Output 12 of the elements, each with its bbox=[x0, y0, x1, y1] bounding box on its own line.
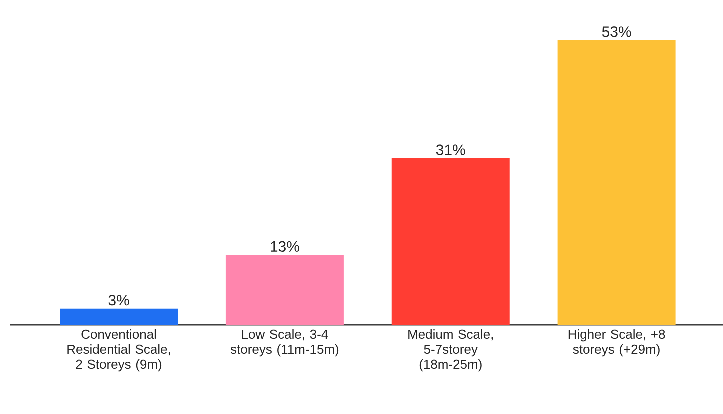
bar bbox=[392, 158, 510, 325]
data-label: 31% bbox=[436, 144, 466, 156]
x-tick-label: Conventional Residential Scale, 2 Storeys (9m) bbox=[68, 330, 170, 372]
x-tick-label: Medium Scale, 5-7storey (18m-25m) bbox=[408, 330, 494, 372]
bar bbox=[226, 255, 344, 325]
bar bbox=[60, 308, 178, 325]
x-tick-label: Higher Scale, +8 storeys (+29m) bbox=[568, 330, 666, 357]
x-tick-label: Low Scale, 3-4 storeys (11m-15m) bbox=[230, 330, 339, 357]
data-label: 3% bbox=[108, 295, 130, 306]
bar bbox=[558, 40, 676, 325]
data-label: 13% bbox=[271, 241, 300, 252]
data-label: 53% bbox=[602, 26, 632, 38]
